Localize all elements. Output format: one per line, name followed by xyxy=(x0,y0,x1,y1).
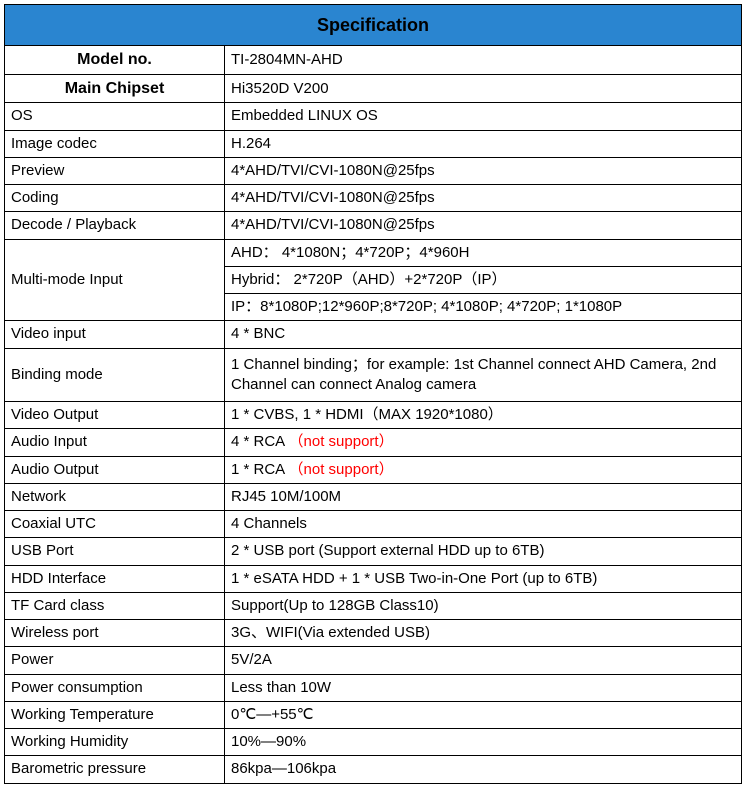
row-value: H.264 xyxy=(225,130,742,157)
row-label: Audio Output xyxy=(5,456,225,483)
row-label: Image codec xyxy=(5,130,225,157)
row-label: Working Humidity xyxy=(5,729,225,756)
row-label: HDD Interface xyxy=(5,565,225,592)
row-label: Decode / Playback xyxy=(5,212,225,239)
row-value: 1 * eSATA HDD + 1 * USB Two-in-One Port … xyxy=(225,565,742,592)
table-header: Specification xyxy=(5,5,742,46)
not-support-note: （not support） xyxy=(289,433,394,450)
row-label: Power xyxy=(5,647,225,674)
row-value: 4*AHD/TVI/CVI-1080N@25fps xyxy=(225,212,742,239)
row-label: Power consumption xyxy=(5,674,225,701)
row-value: Embedded LINUX OS xyxy=(225,103,742,130)
row-label: Wireless port xyxy=(5,620,225,647)
row-label: Video input xyxy=(5,321,225,348)
audio-out-prefix: 1 * RCA xyxy=(231,461,289,478)
row-value: 86kpa—106kpa xyxy=(225,756,742,783)
row-label: Multi-mode Input xyxy=(5,239,225,321)
audio-in-prefix: 4 * RCA xyxy=(231,433,289,450)
row-value: Hybrid： 2*720P（AHD）+2*720P（IP） xyxy=(225,266,742,293)
row-value: 10%—90% xyxy=(225,729,742,756)
row-label: Preview xyxy=(5,157,225,184)
row-label: OS xyxy=(5,103,225,130)
chipset-label: Main Chipset xyxy=(5,74,225,103)
row-value: 4 * RCA （not support） xyxy=(225,429,742,456)
row-value: 4*AHD/TVI/CVI-1080N@25fps xyxy=(225,185,742,212)
row-value: 3G、WIFI(Via extended USB) xyxy=(225,620,742,647)
row-label: Barometric pressure xyxy=(5,756,225,783)
row-value: 2 * USB port (Support external HDD up to… xyxy=(225,538,742,565)
row-label: Coaxial UTC xyxy=(5,511,225,538)
row-label: Coding xyxy=(5,185,225,212)
row-value: 1 * RCA （not support） xyxy=(225,456,742,483)
row-value: RJ45 10M/100M xyxy=(225,483,742,510)
row-label: Video Output xyxy=(5,402,225,429)
row-value: 1 * CVBS, 1 * HDMI（MAX 1920*1080） xyxy=(225,402,742,429)
row-value: 1 Channel binding；for example: 1st Chann… xyxy=(225,348,742,402)
row-value: 4*AHD/TVI/CVI-1080N@25fps xyxy=(225,157,742,184)
row-value: Support(Up to 128GB Class10) xyxy=(225,592,742,619)
row-label: USB Port xyxy=(5,538,225,565)
row-value: IP：8*1080P;12*960P;8*720P; 4*1080P; 4*72… xyxy=(225,294,742,321)
row-value: 4 * BNC xyxy=(225,321,742,348)
row-label: Binding mode xyxy=(5,348,225,402)
model-label: Model no. xyxy=(5,46,225,75)
row-value: 5V/2A xyxy=(225,647,742,674)
row-label: Network xyxy=(5,483,225,510)
row-label: TF Card class xyxy=(5,592,225,619)
row-value: 0℃—+55℃ xyxy=(225,701,742,728)
row-label: Working Temperature xyxy=(5,701,225,728)
row-value: Less than 10W xyxy=(225,674,742,701)
row-value: AHD： 4*1080N；4*720P；4*960H xyxy=(225,239,742,266)
model-value: TI-2804MN-AHD xyxy=(225,46,742,75)
spec-table: Specification Model no. TI-2804MN-AHD Ma… xyxy=(4,4,742,784)
row-value: 4 Channels xyxy=(225,511,742,538)
chipset-value: Hi3520D V200 xyxy=(225,74,742,103)
row-label: Audio Input xyxy=(5,429,225,456)
not-support-note: （not support） xyxy=(289,461,394,478)
